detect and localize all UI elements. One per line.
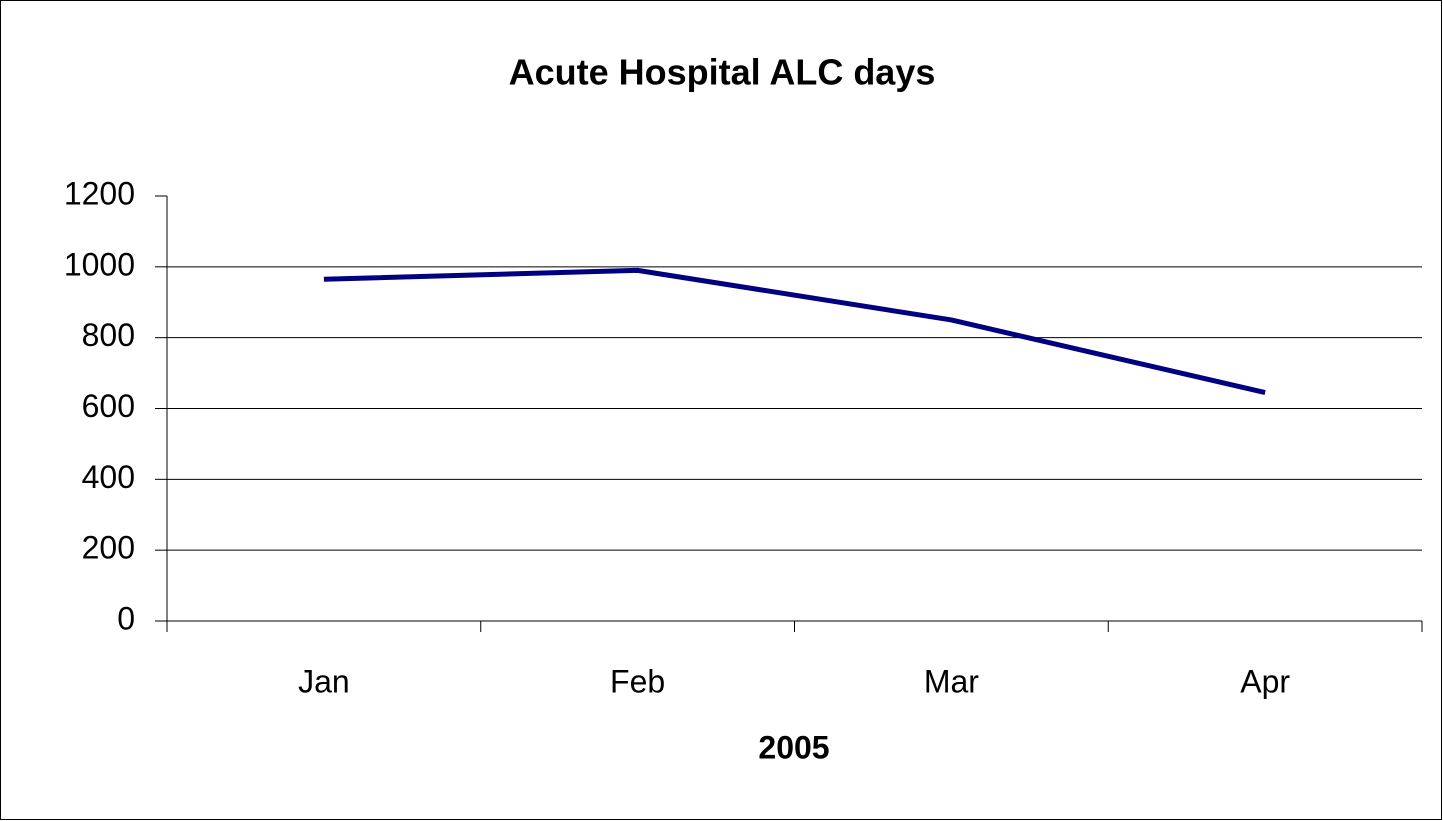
y-tick-label: 400 bbox=[82, 459, 135, 495]
y-tick-label: 200 bbox=[82, 530, 135, 566]
y-tick-label: 1000 bbox=[64, 246, 135, 282]
x-axis-label: 2005 bbox=[758, 729, 829, 765]
y-tick-label: 0 bbox=[117, 600, 135, 636]
x-tick-label: Mar bbox=[924, 663, 979, 699]
x-tick-label: Jan bbox=[298, 663, 350, 699]
y-tick-label: 1200 bbox=[64, 175, 135, 211]
chart-title: Acute Hospital ALC days bbox=[509, 52, 936, 93]
y-tick-label: 600 bbox=[82, 388, 135, 424]
y-tick-label: 800 bbox=[82, 317, 135, 353]
x-tick-label: Apr bbox=[1240, 663, 1290, 699]
line-series bbox=[323, 267, 1266, 395]
x-tick-label: Feb bbox=[610, 663, 665, 699]
